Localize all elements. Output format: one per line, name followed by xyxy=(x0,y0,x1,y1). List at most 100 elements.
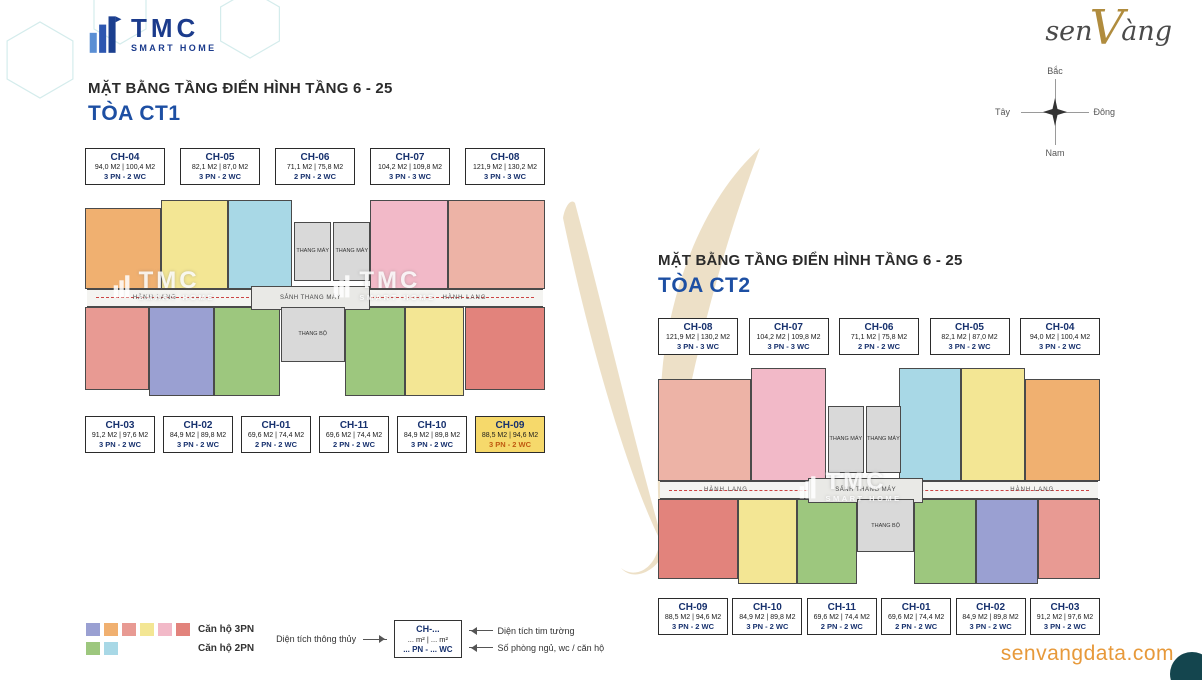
page-corner-badge xyxy=(1170,652,1202,680)
unit-area: 94,0 M2 | 100,4 M2 xyxy=(94,164,156,171)
rooms-note-label: Số phòng ngủ, wc / căn hộ xyxy=(497,642,605,653)
ct2-title: MẶT BẰNG TẦNG ĐIỂN HÌNH TẦNG 6 - 25 xyxy=(658,252,963,269)
legend-swatches-3pn xyxy=(86,623,190,636)
plan-unit-CH-01 xyxy=(213,306,281,396)
plan-unit-CH-07 xyxy=(750,368,826,482)
senvang-text: àng xyxy=(1121,16,1172,48)
plan-unit-CH-07 xyxy=(370,199,449,290)
unit-area: 121,9 M2 | 130,2 M2 xyxy=(472,164,538,171)
legend-annotation-diagram: Diện tích thông thủy CH-... ... m² | ...… xyxy=(276,620,604,658)
unit-area: 88,5 M2 | 94,6 M2 xyxy=(664,614,722,621)
unit-card-CH-10: CH-10 84,9 M2 | 89,8 M2 3 PN - 2 WC xyxy=(397,416,467,453)
legend-swatch xyxy=(86,623,100,636)
unit-card-CH-07: CH-07 104,2 M2 | 109,8 M2 3 PN - 3 WC xyxy=(748,318,829,355)
unit-card-CH-04: CH-04 94,0 M2 | 100,4 M2 3 PN - 2 WC xyxy=(85,148,165,185)
legend-swatch xyxy=(104,642,118,655)
arrow-left-icon xyxy=(468,643,493,652)
tmc-name: TMC xyxy=(131,13,200,43)
rooms-note-row: Số phòng ngủ, wc / căn hộ xyxy=(468,642,605,653)
plan-unit-CH-06 xyxy=(227,199,292,290)
unit-area: 71,1 M2 | 75,8 M2 xyxy=(850,334,908,341)
unit-code: CH-03 xyxy=(105,420,135,431)
corridor-label: HÀNH LANG xyxy=(703,487,748,494)
sample-rooms: ... PN - ... WC xyxy=(403,645,453,654)
unit-rooms: 3 PN - 2 WC xyxy=(746,622,789,631)
plan-unit-CH-05 xyxy=(160,199,228,290)
unit-card-CH-08: CH-08 121,9 M2 | 130,2 M2 3 PN - 3 WC xyxy=(658,318,738,355)
unit-card-CH-03: CH-03 91,2 M2 | 97,6 M2 3 PN - 2 WC xyxy=(85,416,155,453)
unit-card-CH-02: CH-02 84,9 M2 | 89,8 M2 3 PN - 2 WC xyxy=(955,598,1026,635)
ct1-bottom-unit-labels: CH-03 91,2 M2 | 97,6 M2 3 PN - 2 WC CH-02 84… xyxy=(85,416,545,453)
website-text: senvangdata.com xyxy=(1000,642,1174,665)
legend-swatch xyxy=(158,623,172,636)
unit-card-CH-08: CH-08 121,9 M2 | 130,2 M2 3 PN - 3 WC xyxy=(465,148,545,185)
unit-area: 71,1 M2 | 75,8 M2 xyxy=(286,164,344,171)
tmc-building-icon xyxy=(89,16,122,53)
gross-area-row: Diện tích tim tường xyxy=(468,625,605,636)
plan-unit-CH-08 xyxy=(658,379,751,482)
legend: Căn hộ 3PN Căn hộ 2PN Diện tích thông th… xyxy=(86,620,604,658)
unit-rooms: 3 PN - 3 WC xyxy=(676,342,720,351)
unit-code: CH-07 xyxy=(774,322,803,333)
arrow-left-icon xyxy=(468,626,493,635)
plan-unit-CH-11 xyxy=(797,499,857,584)
unit-rooms: 3 PN - 2 WC xyxy=(671,622,715,631)
unit-card-CH-01: CH-01 69,6 M2 | 74,4 M2 2 PN - 2 WC xyxy=(881,598,952,635)
unit-rooms: 3 PN - 2 WC xyxy=(103,172,147,181)
gross-area-label: Diện tích tim tường xyxy=(497,625,575,636)
unit-code: CH-11 xyxy=(827,602,856,613)
unit-area: 69,6 M2 | 74,4 M2 xyxy=(325,432,383,439)
ct2-top-unit-labels: CH-08 121,9 M2 | 130,2 M2 3 PN - 3 WC CH-07… xyxy=(658,318,1100,355)
unit-code: CH-03 xyxy=(1050,602,1080,613)
unit-card-CH-03: CH-03 91,2 M2 | 97,6 M2 3 PN - 2 WC xyxy=(1029,598,1100,635)
plan-unit-CH-05 xyxy=(960,368,1025,482)
unit-code: CH-08 xyxy=(490,152,520,163)
unit-rooms: 3 PN - 2 WC xyxy=(198,172,242,181)
plan-core: THANG MÁY xyxy=(865,405,902,473)
plan-unit-CH-08 xyxy=(448,199,545,290)
corridor-label: HÀNH LANG xyxy=(132,294,177,301)
tmc-tagline: SMART HOME xyxy=(131,43,217,53)
unit-rooms: 2 PN - 2 WC xyxy=(254,440,298,449)
plan-unit-CH-03 xyxy=(85,306,150,391)
unit-card-CH-09: CH-09 88,5 M2 | 94,6 M2 3 PN - 2 WC xyxy=(475,416,545,453)
unit-code: CH-02 xyxy=(976,602,1006,613)
unit-card-CH-01: CH-01 69,6 M2 | 74,4 M2 2 PN - 2 WC xyxy=(241,416,311,453)
plan-core: THANG BỘ xyxy=(856,499,915,553)
legend-row-2pn: Căn hộ 2PN xyxy=(86,642,254,655)
unit-rooms: 3 PN - 3 WC xyxy=(483,172,527,181)
compass-south: Nam xyxy=(1045,148,1065,158)
sample-code: CH-... xyxy=(416,624,440,634)
unit-card-CH-06: CH-06 71,1 M2 | 75,8 M2 2 PN - 2 WC xyxy=(839,318,919,355)
unit-rooms: 3 PN - 2 WC xyxy=(488,440,532,449)
unit-area: 82,1 M2 | 87,0 M2 xyxy=(191,164,249,171)
unit-code: CH-07 xyxy=(395,152,425,163)
unit-area: 94,0 M2 | 100,4 M2 xyxy=(1029,334,1091,341)
plan-unit-CH-04 xyxy=(85,207,161,290)
compass-rose: Bắc Nam Tây Đông xyxy=(995,66,1115,158)
legend-swatch xyxy=(86,642,100,655)
corridor-label: HÀNH LANG xyxy=(1010,487,1055,494)
unit-card-CH-07: CH-07 104,2 M2 | 109,8 M2 3 PN - 3 WC xyxy=(370,148,450,185)
unit-rooms: 3 PN - 2 WC xyxy=(176,440,220,449)
unit-rooms: 2 PN - 2 WC xyxy=(895,622,938,631)
unit-rooms: 3 PN - 2 WC xyxy=(410,440,454,449)
unit-area: 84,9 M2 | 89,8 M2 xyxy=(962,614,1019,621)
unit-area: 104,2 M2 | 109,8 M2 xyxy=(377,164,443,171)
unit-code: CH-05 xyxy=(205,152,235,163)
ct1-subtitle: TÒA CT1 xyxy=(88,102,181,125)
corridor-label: HÀNH LANG xyxy=(442,294,487,301)
ct2-floor-plan: HÀNH LANG HÀNH LANG SẢNH THANG MÁY THANG MÁ… xyxy=(658,366,1100,588)
unit-code: CH-01 xyxy=(261,420,291,431)
unit-rooms: 2 PN - 2 WC xyxy=(332,440,376,449)
unit-card-CH-11: CH-11 69,6 M2 | 74,4 M2 2 PN - 2 WC xyxy=(806,598,877,635)
unit-area: 88,5 M2 | 94,6 M2 xyxy=(481,432,539,439)
unit-area: 84,9 M2 | 89,8 M2 xyxy=(169,432,227,439)
clear-area-label: Diện tích thông thủy xyxy=(276,634,357,644)
plan-unit-CH-02 xyxy=(976,499,1039,584)
unit-area: 69,6 M2 | 74,4 M2 xyxy=(247,432,305,439)
unit-rooms: 3 PN - 2 WC xyxy=(948,342,991,351)
unit-code: CH-09 xyxy=(678,602,708,613)
legend-label-3pn: Căn hộ 3PN xyxy=(198,624,255,635)
plan-unit-CH-03 xyxy=(1038,499,1100,580)
